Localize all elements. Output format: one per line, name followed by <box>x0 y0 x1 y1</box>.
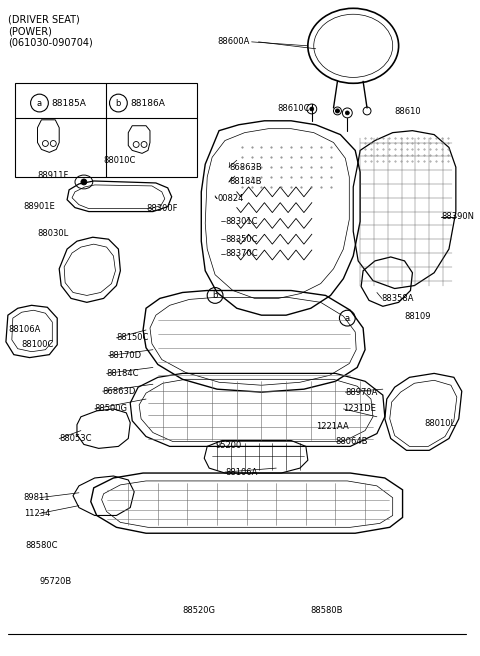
Text: 88186A: 88186A <box>130 98 165 108</box>
Text: 88185A: 88185A <box>51 98 86 108</box>
Text: 86863B: 86863B <box>229 163 262 172</box>
Text: 88030L: 88030L <box>37 229 69 237</box>
Text: 88301C: 88301C <box>225 217 257 226</box>
Text: a: a <box>345 314 350 323</box>
Text: 88100C: 88100C <box>22 340 54 349</box>
Text: 88184B: 88184B <box>229 178 262 186</box>
Text: 88520G: 88520G <box>182 605 216 615</box>
Text: 88184C: 88184C <box>107 369 139 378</box>
Text: 95720B: 95720B <box>39 577 72 586</box>
Text: 88350C: 88350C <box>225 235 257 243</box>
Text: 88580C: 88580C <box>25 541 58 550</box>
Text: 88901E: 88901E <box>24 202 55 211</box>
Circle shape <box>81 179 87 185</box>
Text: 95200: 95200 <box>215 441 241 450</box>
Text: 1231DE: 1231DE <box>343 404 376 413</box>
Circle shape <box>310 107 314 111</box>
Text: (POWER): (POWER) <box>8 26 52 36</box>
Text: 88010L: 88010L <box>424 419 456 428</box>
Text: 88300F: 88300F <box>146 204 178 213</box>
Text: 00824: 00824 <box>217 194 243 203</box>
Text: 88390N: 88390N <box>441 212 474 221</box>
Text: 88970A: 88970A <box>345 388 378 397</box>
Text: 88064B: 88064B <box>336 437 368 446</box>
Text: 86863D: 86863D <box>103 386 136 396</box>
Text: a: a <box>37 98 42 108</box>
Text: 88010C: 88010C <box>104 155 136 165</box>
Text: 11234: 11234 <box>24 509 50 518</box>
Text: 88500G: 88500G <box>95 404 128 413</box>
Text: 88150C: 88150C <box>117 333 149 342</box>
Text: 88109: 88109 <box>405 312 431 321</box>
FancyBboxPatch shape <box>15 83 197 177</box>
Text: (DRIVER SEAT): (DRIVER SEAT) <box>8 14 80 24</box>
Circle shape <box>345 111 349 115</box>
Text: 88106A: 88106A <box>225 468 257 476</box>
Circle shape <box>336 109 339 113</box>
Text: 88053C: 88053C <box>59 434 92 443</box>
Text: 88170D: 88170D <box>108 351 142 360</box>
Text: 88358A: 88358A <box>382 294 414 303</box>
Text: 88106A: 88106A <box>8 325 40 335</box>
Text: (061030-090704): (061030-090704) <box>8 38 93 48</box>
Text: 88911F: 88911F <box>37 171 69 180</box>
Text: 88610: 88610 <box>395 108 421 116</box>
Text: 1221AA: 1221AA <box>316 422 348 431</box>
Text: b: b <box>213 291 218 300</box>
Text: 88600A: 88600A <box>217 37 250 47</box>
Text: 88610C: 88610C <box>277 104 310 113</box>
Text: 88370C: 88370C <box>225 249 258 258</box>
Text: 88580B: 88580B <box>311 605 343 615</box>
Text: 89811: 89811 <box>24 493 50 502</box>
Text: b: b <box>116 98 121 108</box>
